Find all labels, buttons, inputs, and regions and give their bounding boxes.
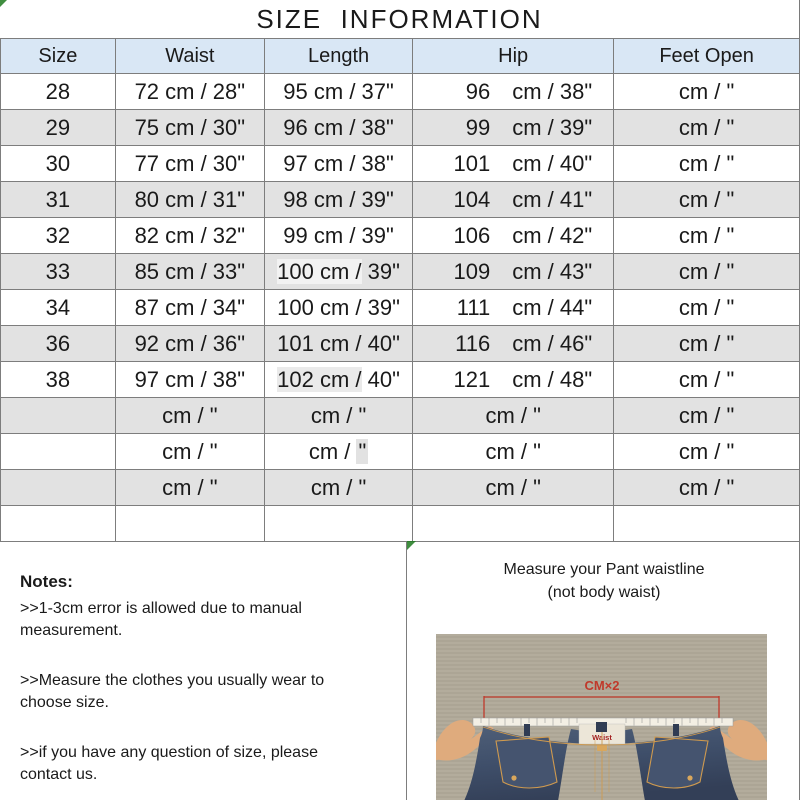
svg-text:CM×2: CM×2 bbox=[584, 678, 619, 693]
